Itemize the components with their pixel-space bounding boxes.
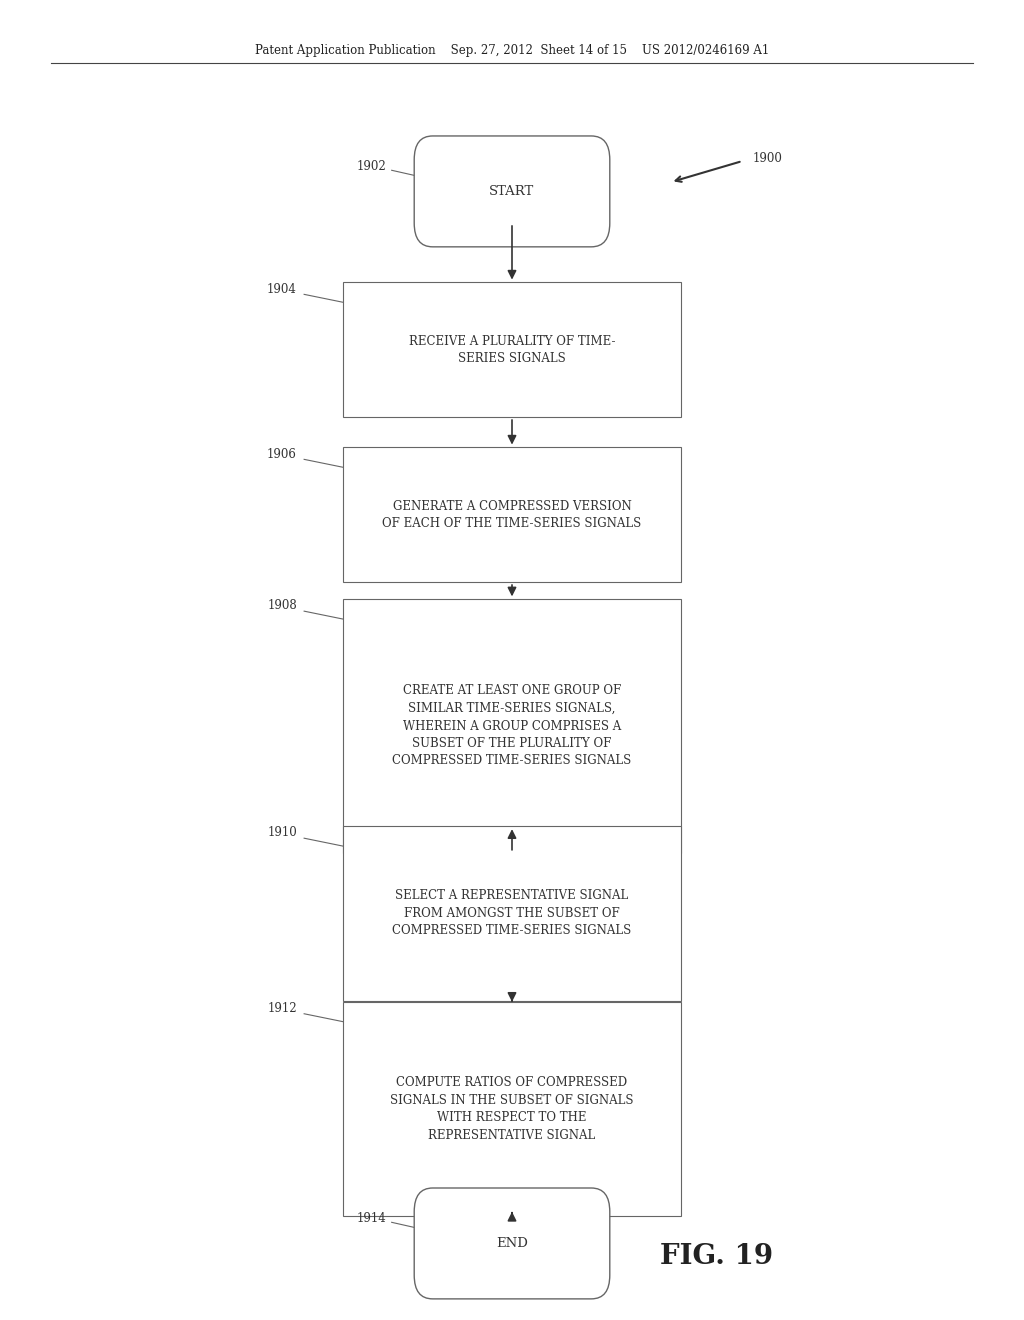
Text: 1912: 1912 [267, 1002, 297, 1015]
Text: Patent Application Publication    Sep. 27, 2012  Sheet 14 of 15    US 2012/02461: Patent Application Publication Sep. 27, … [255, 44, 769, 57]
FancyBboxPatch shape [343, 447, 681, 582]
Text: 1910: 1910 [267, 826, 297, 840]
Text: 1902: 1902 [356, 160, 387, 173]
Text: END: END [496, 1237, 528, 1250]
Text: FIG. 19: FIG. 19 [660, 1243, 773, 1270]
FancyBboxPatch shape [343, 282, 681, 417]
Text: GENERATE A COMPRESSED VERSION
OF EACH OF THE TIME-SERIES SIGNALS: GENERATE A COMPRESSED VERSION OF EACH OF… [382, 499, 642, 531]
FancyBboxPatch shape [343, 1002, 681, 1216]
Text: 1906: 1906 [267, 447, 297, 461]
Text: CREATE AT LEAST ONE GROUP OF
SIMILAR TIME-SERIES SIGNALS,
WHEREIN A GROUP COMPRI: CREATE AT LEAST ONE GROUP OF SIMILAR TIM… [392, 685, 632, 767]
Text: COMPUTE RATIOS OF COMPRESSED
SIGNALS IN THE SUBSET OF SIGNALS
WITH RESPECT TO TH: COMPUTE RATIOS OF COMPRESSED SIGNALS IN … [390, 1076, 634, 1142]
Text: 1904: 1904 [267, 282, 297, 296]
Text: RECEIVE A PLURALITY OF TIME-
SERIES SIGNALS: RECEIVE A PLURALITY OF TIME- SERIES SIGN… [409, 334, 615, 366]
Text: 1900: 1900 [753, 152, 782, 165]
Text: 1908: 1908 [267, 599, 297, 612]
Text: SELECT A REPRESENTATIVE SIGNAL
FROM AMONGST THE SUBSET OF
COMPRESSED TIME-SERIES: SELECT A REPRESENTATIVE SIGNAL FROM AMON… [392, 890, 632, 937]
FancyBboxPatch shape [343, 599, 681, 853]
FancyBboxPatch shape [414, 136, 609, 247]
Text: 1914: 1914 [356, 1212, 387, 1225]
Text: START: START [489, 185, 535, 198]
FancyBboxPatch shape [343, 826, 681, 1001]
FancyBboxPatch shape [414, 1188, 609, 1299]
